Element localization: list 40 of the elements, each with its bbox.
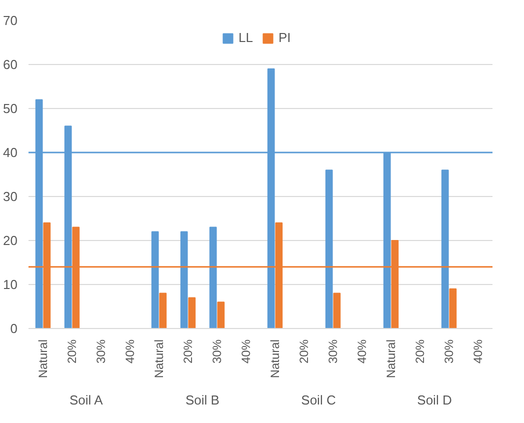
bar — [325, 170, 333, 328]
y-tick-label: 60 — [3, 57, 18, 72]
bar — [159, 292, 167, 328]
text: Soil B — [186, 392, 220, 408]
y-tick-label: 0 — [10, 321, 18, 336]
y-tick-label: 40 — [3, 145, 18, 160]
text: Soil D — [417, 392, 452, 408]
bar — [441, 170, 449, 328]
y-tick-label: 30 — [3, 189, 18, 204]
x-tick-label: 30% — [210, 339, 224, 364]
bar — [188, 297, 196, 328]
x-tick-label: 20% — [413, 339, 427, 364]
x-tick-label: 40% — [239, 339, 253, 364]
bar — [209, 226, 217, 328]
y-tick-label: 70 — [3, 13, 18, 28]
x-tick-label: 40% — [471, 339, 485, 364]
x-tick-label: 30% — [326, 339, 340, 364]
legend-label: LL — [238, 30, 254, 45]
x-tick-label: 20% — [297, 339, 311, 364]
bar — [217, 302, 225, 328]
x-tick-label: 40% — [123, 339, 137, 364]
text: Soil A — [70, 392, 104, 408]
text: Soil C — [301, 392, 336, 408]
x-tick-label: Natural — [152, 339, 166, 378]
y-tick-label: 20 — [3, 233, 18, 248]
bar — [180, 231, 188, 328]
x-tick-label: 20% — [65, 339, 79, 364]
x-tick-label: 30% — [94, 339, 108, 364]
x-tick-label: 30% — [442, 339, 456, 364]
x-tick-label: Natural — [268, 339, 282, 378]
y-tick-label: 10 — [3, 277, 18, 292]
x-tick-label: Natural — [36, 339, 50, 378]
x-tick-label: 20% — [181, 339, 195, 364]
legend-label: PI — [278, 30, 292, 45]
x-tick-label: 40% — [355, 339, 369, 364]
bar — [333, 292, 341, 328]
bar — [449, 288, 457, 328]
y-tick-label: 50 — [3, 101, 18, 116]
x-tick-label: Natural — [384, 339, 398, 378]
bar — [151, 231, 159, 328]
